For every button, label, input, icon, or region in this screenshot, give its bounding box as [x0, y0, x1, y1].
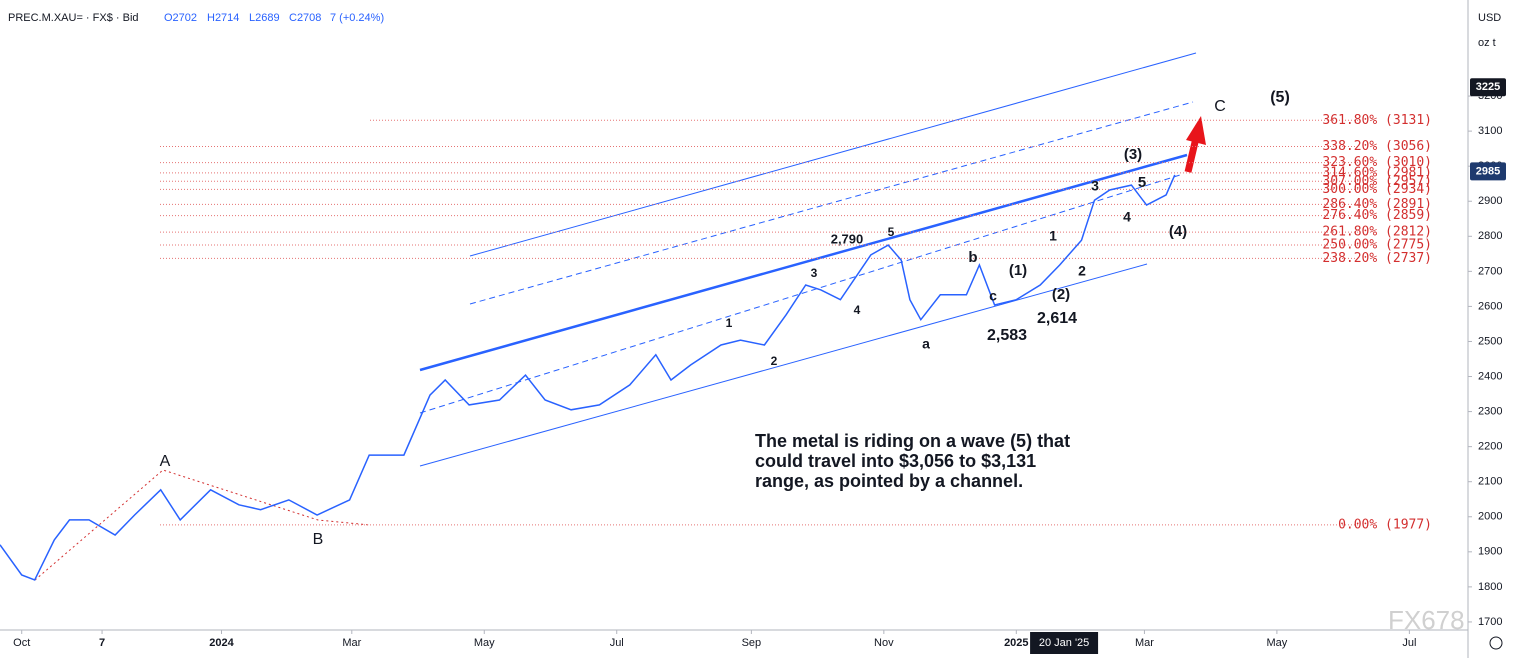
fib-label: 323.60% (3010) [1322, 155, 1432, 170]
wave-label: c [989, 288, 997, 304]
annotation-line: could travel into $3,056 to $3,131 [755, 451, 1036, 471]
fib-label: 276.40% (2859) [1322, 208, 1432, 223]
crosshair-badge [1030, 632, 1099, 654]
wave-label: 1 [1049, 228, 1057, 244]
y-tick-label: 1900 [1478, 546, 1502, 558]
channel-bottom [419, 263, 1148, 467]
x-tick-label: Mar [1135, 637, 1154, 649]
wave-label: 2,790 [831, 231, 864, 246]
x-tick-label: Sep [742, 637, 762, 649]
wave-label: (2) [1052, 286, 1070, 303]
channel [419, 52, 1197, 467]
y-tick-label: 2400 [1478, 370, 1502, 382]
wave-label: 2,583 [987, 327, 1027, 344]
y-tick-label: 2200 [1478, 441, 1502, 453]
wave-label: (3) [1124, 146, 1142, 163]
x-tick-label: Oct [13, 637, 30, 649]
high: H2714 [207, 12, 239, 24]
open: O2702 [164, 12, 197, 24]
x-tick-label: 7 [99, 637, 105, 649]
price-badge [1470, 78, 1506, 97]
y-tick-label: 2600 [1478, 300, 1502, 312]
y-tick-label: 2500 [1478, 335, 1502, 347]
x-tick-label: Nov [874, 637, 894, 649]
channel-top [469, 52, 1197, 257]
fib-label: 0.00% (1977) [1338, 517, 1432, 532]
wave-label: 2,614 [1037, 310, 1077, 327]
wave-label: 5 [888, 225, 895, 239]
wave-label: (5) [1270, 89, 1290, 106]
x-tick-label: Jul [1402, 637, 1416, 649]
wave-label: (1) [1009, 262, 1027, 279]
fib-label: 250.00% (2775) [1322, 238, 1432, 253]
crosshair-label: 20 Jan '25 [1039, 637, 1089, 649]
fib-label: 338.20% (3056) [1322, 139, 1432, 154]
fib-label: 261.80% (2812) [1322, 225, 1432, 240]
red-arrow [1184, 116, 1206, 173]
fib-label: 300.00% (2934) [1322, 182, 1432, 197]
wave-label: 1 [726, 316, 733, 330]
abc-line [34, 469, 371, 581]
channel-dash-upper [469, 101, 1194, 305]
y-tick-label: 2100 [1478, 476, 1502, 488]
y-tick-label: 1700 [1478, 616, 1502, 628]
price-line [0, 174, 1176, 581]
wave-label: 4 [1123, 209, 1131, 225]
y-tick-label: 2800 [1478, 230, 1502, 242]
wave-label: a [922, 336, 930, 352]
channel-main [419, 153, 1188, 372]
fib-label: 238.20% (2737) [1322, 251, 1432, 266]
unit: oz t [1478, 37, 1496, 49]
symbol: PREC.M.XAU= · FX$ · Bid [8, 12, 139, 24]
wave-label: A [160, 453, 171, 470]
y-tick-label: 2700 [1478, 265, 1502, 277]
wave-label: 2 [1078, 263, 1086, 279]
wave-label: b [968, 249, 977, 266]
wave-label: 4 [854, 303, 861, 317]
y-tick-label: 3100 [1478, 125, 1502, 137]
x-tick-label: May [474, 637, 495, 649]
x-tick-label: Mar [342, 637, 361, 649]
fib-label: 286.40% (2891) [1322, 197, 1432, 212]
wave-label: 2 [771, 354, 778, 368]
wave-label: C [1214, 98, 1226, 115]
x-tick-label: 2025 [1004, 637, 1028, 649]
fib-label: 314.60% (2981) [1322, 165, 1432, 180]
watermark: FX678 [1388, 605, 1465, 635]
arrow-shaft [1184, 137, 1200, 173]
wave-label: 3 [811, 266, 818, 280]
annotation-line: The metal is riding on a wave (5) that [755, 431, 1070, 451]
price-badge-label: 2985 [1476, 165, 1500, 177]
wave-label: (4) [1169, 223, 1187, 240]
y-tick-label: 2900 [1478, 195, 1502, 207]
low: L2689 [249, 12, 280, 24]
change: 7 (+0.24%) [330, 12, 384, 24]
fib-label: 361.80% (3131) [1322, 113, 1432, 128]
channel-dash-mid [419, 174, 1181, 414]
arrow-head [1186, 116, 1206, 145]
fib-label: 307.00% (2957) [1322, 174, 1432, 189]
wave-label: 5 [1138, 174, 1146, 191]
price-badge-label: 3225 [1476, 81, 1500, 93]
settings-icon[interactable] [1489, 636, 1503, 650]
annotation-line: range, as pointed by a channel. [755, 471, 1023, 491]
y-tick-label: 2000 [1478, 511, 1502, 523]
currency: USD [1478, 12, 1501, 24]
wave-label: 3 [1091, 178, 1099, 194]
wave-label: B [313, 531, 324, 548]
y-tick-label: 1800 [1478, 581, 1502, 593]
y-tick-label: 2300 [1478, 405, 1502, 417]
x-tick-label: May [1267, 637, 1288, 649]
x-tick-label: 2024 [209, 637, 234, 649]
close: C2708 [289, 12, 321, 24]
price-badge [1470, 162, 1506, 181]
x-tick-label: Jul [610, 637, 624, 649]
